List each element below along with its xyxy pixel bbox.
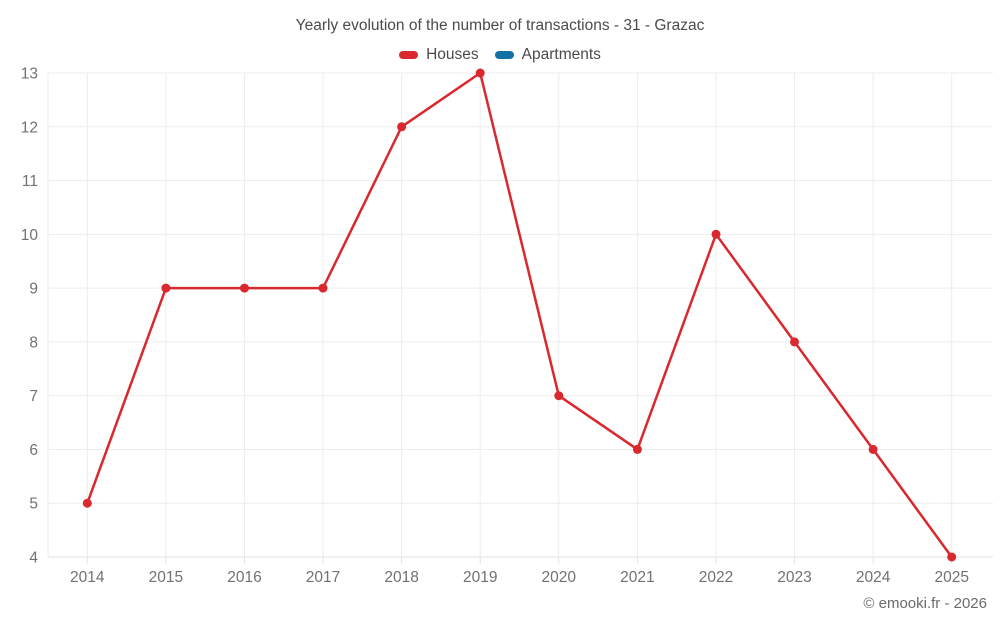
y-axis-label: 6 [29,442,38,459]
houses-point-2023[interactable] [790,337,799,347]
x-axis-label: 2015 [149,569,183,586]
x-axis-label: 2023 [777,569,811,586]
y-axis-label: 4 [29,550,38,567]
y-axis-label: 11 [22,173,38,190]
y-axis-label: 7 [29,388,38,405]
x-axis-label: 2020 [542,569,577,586]
legend-item-apartments[interactable]: Apartments [494,46,601,64]
x-axis-label: 2021 [620,569,654,586]
chart-title: Yearly evolution of the number of transa… [295,17,705,34]
x-axis-label: 2014 [70,569,105,586]
houses-point-2020[interactable] [554,391,564,401]
x-axis-label: 2018 [384,569,418,586]
houses-point-2021[interactable] [632,444,642,454]
x-axis-label: 2016 [227,569,261,586]
houses-point-2024[interactable] [868,444,878,454]
houses-point-2014[interactable] [82,498,92,508]
houses-point-2019[interactable] [475,68,485,78]
y-axis-label: 12 [21,119,38,136]
x-axis-label: 2025 [934,569,968,586]
x-axis-label: 2019 [463,569,497,586]
y-axis-label: 8 [29,334,38,351]
y-axis-label: 13 [21,66,38,83]
x-axis-label: 2022 [699,569,733,586]
apartments-legend-label: Apartments [521,46,601,63]
legend-item-houses[interactable]: Houses [399,46,479,64]
houses-point-2016[interactable] [240,283,249,293]
apartments-legend-swatch-icon [494,51,514,59]
houses-line [86,71,953,559]
x-axis-label: 2017 [306,569,340,586]
houses-point-2017[interactable] [318,283,328,293]
houses-legend-swatch-icon [399,51,419,59]
houses-point-2022[interactable] [711,229,721,239]
houses-point-2025[interactable] [947,552,957,562]
x-axis-label: 2024 [856,569,891,586]
legend: Houses Apartments [0,46,1000,64]
houses-point-2015[interactable] [161,283,171,293]
houses-legend-label: Houses [426,46,479,63]
y-axis-label: 9 [29,281,38,298]
copyright: © emooki.fr - 2026 [863,595,987,612]
houses-point-2018[interactable] [397,122,407,132]
y-axis-label: 10 [21,227,39,244]
y-axis-label: 5 [29,496,38,513]
